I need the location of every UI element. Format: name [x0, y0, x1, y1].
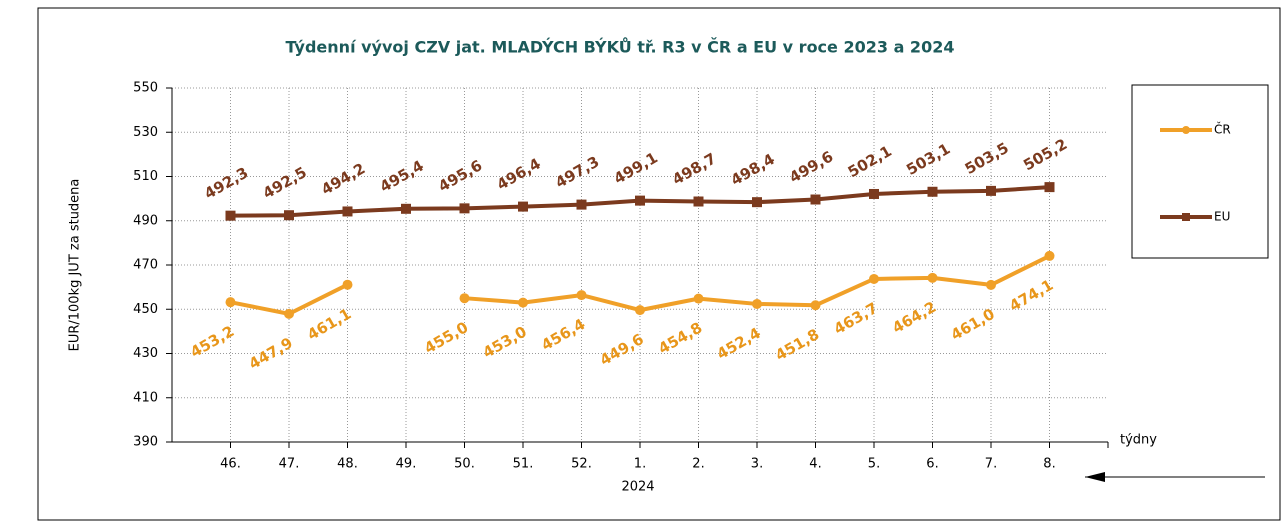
point	[752, 197, 762, 208]
point	[810, 300, 821, 311]
point	[459, 203, 470, 214]
x-tick-label: 8.	[1043, 457, 1055, 472]
point	[1044, 250, 1055, 261]
x-tick-label: 2.	[692, 457, 704, 472]
y-tick-label: 430	[133, 346, 158, 361]
y-tick-label: 510	[133, 169, 158, 184]
point	[693, 293, 704, 304]
point	[986, 279, 996, 290]
point	[693, 196, 704, 207]
point	[342, 206, 353, 217]
x-tick-label: 1.	[634, 457, 646, 472]
x-tick-label: 4.	[809, 457, 821, 472]
y-tick-label: 490	[133, 213, 158, 228]
point	[518, 297, 528, 308]
point	[869, 273, 879, 284]
point	[752, 298, 762, 309]
point	[342, 279, 353, 290]
point	[284, 210, 294, 221]
point	[986, 185, 996, 196]
x-tick-label: 3.	[751, 457, 763, 472]
arrow-head	[1085, 472, 1105, 482]
x-tick-label: 51.	[513, 457, 534, 472]
x-tick-label: 49.	[396, 457, 417, 472]
point	[576, 199, 587, 210]
point	[810, 194, 821, 205]
point	[459, 293, 470, 304]
legend-label: EU	[1214, 210, 1230, 224]
legend-marker	[1182, 126, 1190, 134]
y-tick-label: 410	[133, 390, 158, 405]
year-label: 2024	[621, 480, 654, 495]
x-tick-label: 52.	[571, 457, 592, 472]
x-axis-label: týdny	[1120, 433, 1157, 448]
y-tick-label: 470	[133, 258, 158, 273]
x-tick-label: 7.	[985, 457, 997, 472]
point	[225, 297, 236, 308]
point	[927, 272, 938, 283]
chart-title: Týdenní vývoj CZV jat. MLADÝCH BÝKŮ tř. …	[286, 38, 955, 57]
point	[869, 188, 879, 199]
point	[927, 186, 938, 197]
point	[576, 290, 587, 301]
point	[635, 195, 645, 206]
x-tick-label: 48.	[337, 457, 358, 472]
legend-marker	[1182, 213, 1190, 221]
point	[518, 201, 528, 212]
point	[635, 305, 645, 316]
y-tick-label: 550	[133, 81, 158, 96]
x-tick-label: 46.	[220, 457, 241, 472]
x-tick-label: 5.	[868, 457, 880, 472]
point	[225, 210, 236, 221]
x-tick-label: 47.	[279, 457, 300, 472]
point	[401, 203, 411, 214]
frame	[37, 7, 1281, 521]
x-tick-label: 6.	[926, 457, 938, 472]
y-tick-label: 450	[133, 302, 158, 317]
legend-box	[1131, 84, 1269, 259]
y-tick-label: 390	[133, 435, 158, 450]
y-tick-label: 530	[133, 125, 158, 140]
point	[1044, 182, 1055, 193]
x-tick-label: 50.	[454, 457, 475, 472]
y-axis-label: EUR/100kg JUT za studena	[68, 179, 83, 352]
legend-label: ČR	[1214, 122, 1231, 137]
point	[284, 308, 294, 319]
